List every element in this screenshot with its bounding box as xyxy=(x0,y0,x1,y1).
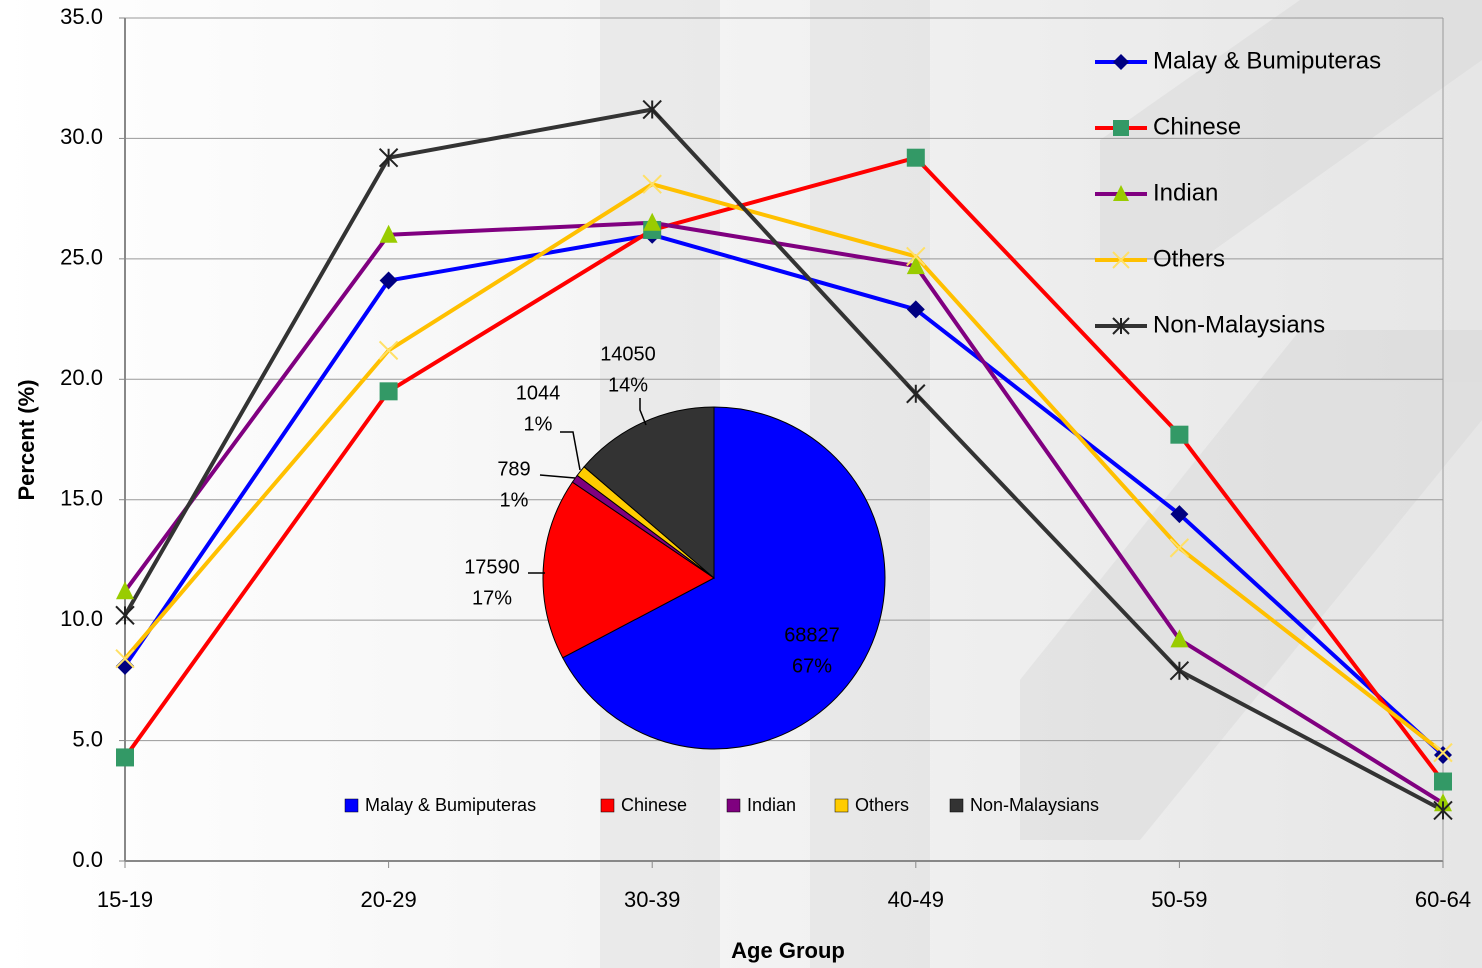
data-point xyxy=(906,300,925,319)
legend-label: Chinese xyxy=(621,795,687,815)
leader-line xyxy=(539,474,576,479)
legend-marker xyxy=(1112,251,1130,269)
data-point xyxy=(378,340,399,361)
data-point xyxy=(1169,661,1190,681)
series-line xyxy=(123,220,1445,805)
series-line xyxy=(123,155,1445,783)
leader-line xyxy=(639,398,647,426)
y-tick-label: 15.0 xyxy=(60,486,103,511)
legend-swatch xyxy=(344,798,359,813)
legend-swatch xyxy=(949,798,964,813)
data-point xyxy=(1169,538,1190,558)
data-point xyxy=(642,174,662,194)
pie-slice xyxy=(562,406,886,750)
data-point xyxy=(116,581,134,600)
pie-value-label: 1044 xyxy=(516,382,561,404)
legend-marker xyxy=(1113,185,1129,201)
series-line xyxy=(123,107,1444,813)
data-point xyxy=(642,99,662,120)
series-line xyxy=(123,182,1445,755)
leader-line xyxy=(560,431,581,471)
legend-label: Indian xyxy=(1153,179,1218,206)
y-tick-label: 25.0 xyxy=(60,245,103,270)
data-point xyxy=(906,384,926,404)
legend-label: Others xyxy=(1153,245,1225,272)
legend-label: Chinese xyxy=(1153,113,1241,140)
data-point xyxy=(379,271,398,290)
pie-slice xyxy=(583,406,715,580)
y-axis-label: Percent (%) xyxy=(14,379,39,500)
data-point xyxy=(1170,425,1189,444)
data-point xyxy=(115,648,135,669)
data-point xyxy=(643,212,662,231)
data-point xyxy=(116,748,134,767)
data-point xyxy=(378,147,399,168)
pie-percent-label: 1% xyxy=(500,489,529,511)
legend-swatch xyxy=(600,798,615,813)
legend-marker xyxy=(1113,120,1129,136)
legend-label: Others xyxy=(855,795,909,815)
pie-percent-label: 1% xyxy=(524,413,553,435)
legend-label: Non-Malaysians xyxy=(1153,311,1325,338)
legend-marker xyxy=(1112,317,1130,335)
y-tick-label: 0.0 xyxy=(72,847,103,872)
pie-value-label: 789 xyxy=(497,458,530,480)
data-point xyxy=(1434,746,1452,765)
legend-label: Malay & Bumiputeras xyxy=(1153,47,1381,74)
legend-swatch xyxy=(726,798,741,813)
x-axis-label: Age Group xyxy=(731,938,845,963)
pie-percent-label: 17% xyxy=(472,587,512,609)
data-point xyxy=(1433,742,1453,763)
data-point xyxy=(906,256,925,275)
pie-value-label: 68827 xyxy=(784,624,840,646)
x-tick-label: 60-64 xyxy=(1415,887,1471,912)
legend-swatch xyxy=(834,798,849,813)
x-tick-label: 20-29 xyxy=(360,887,416,912)
legend-label: Indian xyxy=(747,795,796,815)
data-point xyxy=(379,224,398,243)
data-point xyxy=(1170,505,1189,524)
y-tick-label: 35.0 xyxy=(60,4,103,29)
x-tick-label: 50-59 xyxy=(1151,887,1207,912)
data-point xyxy=(116,656,134,675)
pie-value-label: 14050 xyxy=(600,343,656,365)
data-point xyxy=(1433,800,1453,821)
y-tick-label: 30.0 xyxy=(60,124,103,149)
x-tick-label: 30-39 xyxy=(624,887,680,912)
data-point xyxy=(379,382,398,401)
series-line xyxy=(123,232,1445,757)
legend-marker xyxy=(1113,54,1129,70)
y-tick-label: 10.0 xyxy=(60,606,103,631)
data-point xyxy=(906,148,925,167)
y-tick-label: 5.0 xyxy=(72,726,103,751)
data-point xyxy=(906,246,926,267)
pie-percent-label: 14% xyxy=(608,374,648,396)
legend-label: Non-Malaysians xyxy=(970,795,1099,815)
pie-percent-label: 67% xyxy=(792,655,832,677)
x-tick-label: 40-49 xyxy=(888,887,944,912)
data-point xyxy=(115,605,135,626)
y-tick-label: 20.0 xyxy=(60,365,103,390)
pie-value-label: 17590 xyxy=(464,556,520,578)
legend-label: Malay & Bumiputeras xyxy=(365,795,536,815)
pie-slice xyxy=(542,481,715,659)
data-point xyxy=(1170,629,1189,648)
data-point xyxy=(1434,772,1452,791)
x-tick-label: 15-19 xyxy=(97,887,153,912)
